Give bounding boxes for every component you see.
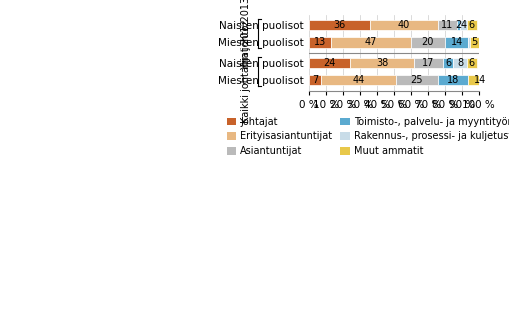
Text: Kaikki johtahjat 2012: Kaikki johtahjat 2012 — [241, 20, 251, 123]
Text: 14: 14 — [473, 75, 486, 85]
Bar — [469, 37, 477, 48]
Bar — [468, 75, 491, 86]
Bar — [456, 20, 459, 30]
Bar — [330, 37, 410, 48]
Text: 14: 14 — [449, 38, 462, 47]
Bar — [370, 20, 437, 30]
Text: 6: 6 — [468, 20, 474, 30]
Text: 6: 6 — [468, 58, 474, 68]
Bar — [308, 58, 349, 68]
Bar — [437, 20, 456, 30]
Text: 2: 2 — [454, 20, 461, 30]
Text: 25: 25 — [410, 75, 422, 85]
Bar — [466, 58, 476, 68]
Bar — [308, 20, 370, 30]
Legend: Johtajat, Erityisasiantuntijat, Asiantuntijat, Toimisto-, palvelu- ja myyntityön: Johtajat, Erityisasiantuntijat, Asiantun… — [227, 117, 509, 156]
Text: 18: 18 — [446, 75, 459, 85]
Text: 38: 38 — [375, 58, 387, 68]
Bar — [349, 58, 413, 68]
Text: 20: 20 — [421, 38, 433, 47]
Bar — [437, 75, 468, 86]
Text: 17: 17 — [421, 58, 434, 68]
Text: 6: 6 — [444, 58, 450, 68]
Text: 11: 11 — [440, 20, 453, 30]
Text: 24: 24 — [323, 58, 335, 68]
Text: Ylin johto 2013: Ylin johto 2013 — [241, 0, 251, 70]
Text: 36: 36 — [333, 20, 345, 30]
Bar — [308, 75, 320, 86]
Bar — [395, 75, 437, 86]
Bar — [459, 20, 466, 30]
Bar — [410, 37, 444, 48]
Text: 5: 5 — [470, 38, 476, 47]
Text: 4: 4 — [460, 20, 466, 30]
Bar — [442, 58, 453, 68]
Bar — [466, 20, 476, 30]
Text: 44: 44 — [351, 75, 363, 85]
Text: 7: 7 — [311, 75, 318, 85]
Text: 40: 40 — [397, 20, 409, 30]
Bar — [444, 37, 468, 48]
Bar — [320, 75, 395, 86]
Text: 8: 8 — [456, 58, 462, 68]
Bar — [453, 58, 466, 68]
Bar — [308, 37, 330, 48]
Bar — [468, 37, 469, 48]
Text: 13: 13 — [314, 38, 326, 47]
Text: 47: 47 — [364, 38, 376, 47]
Bar — [413, 58, 442, 68]
